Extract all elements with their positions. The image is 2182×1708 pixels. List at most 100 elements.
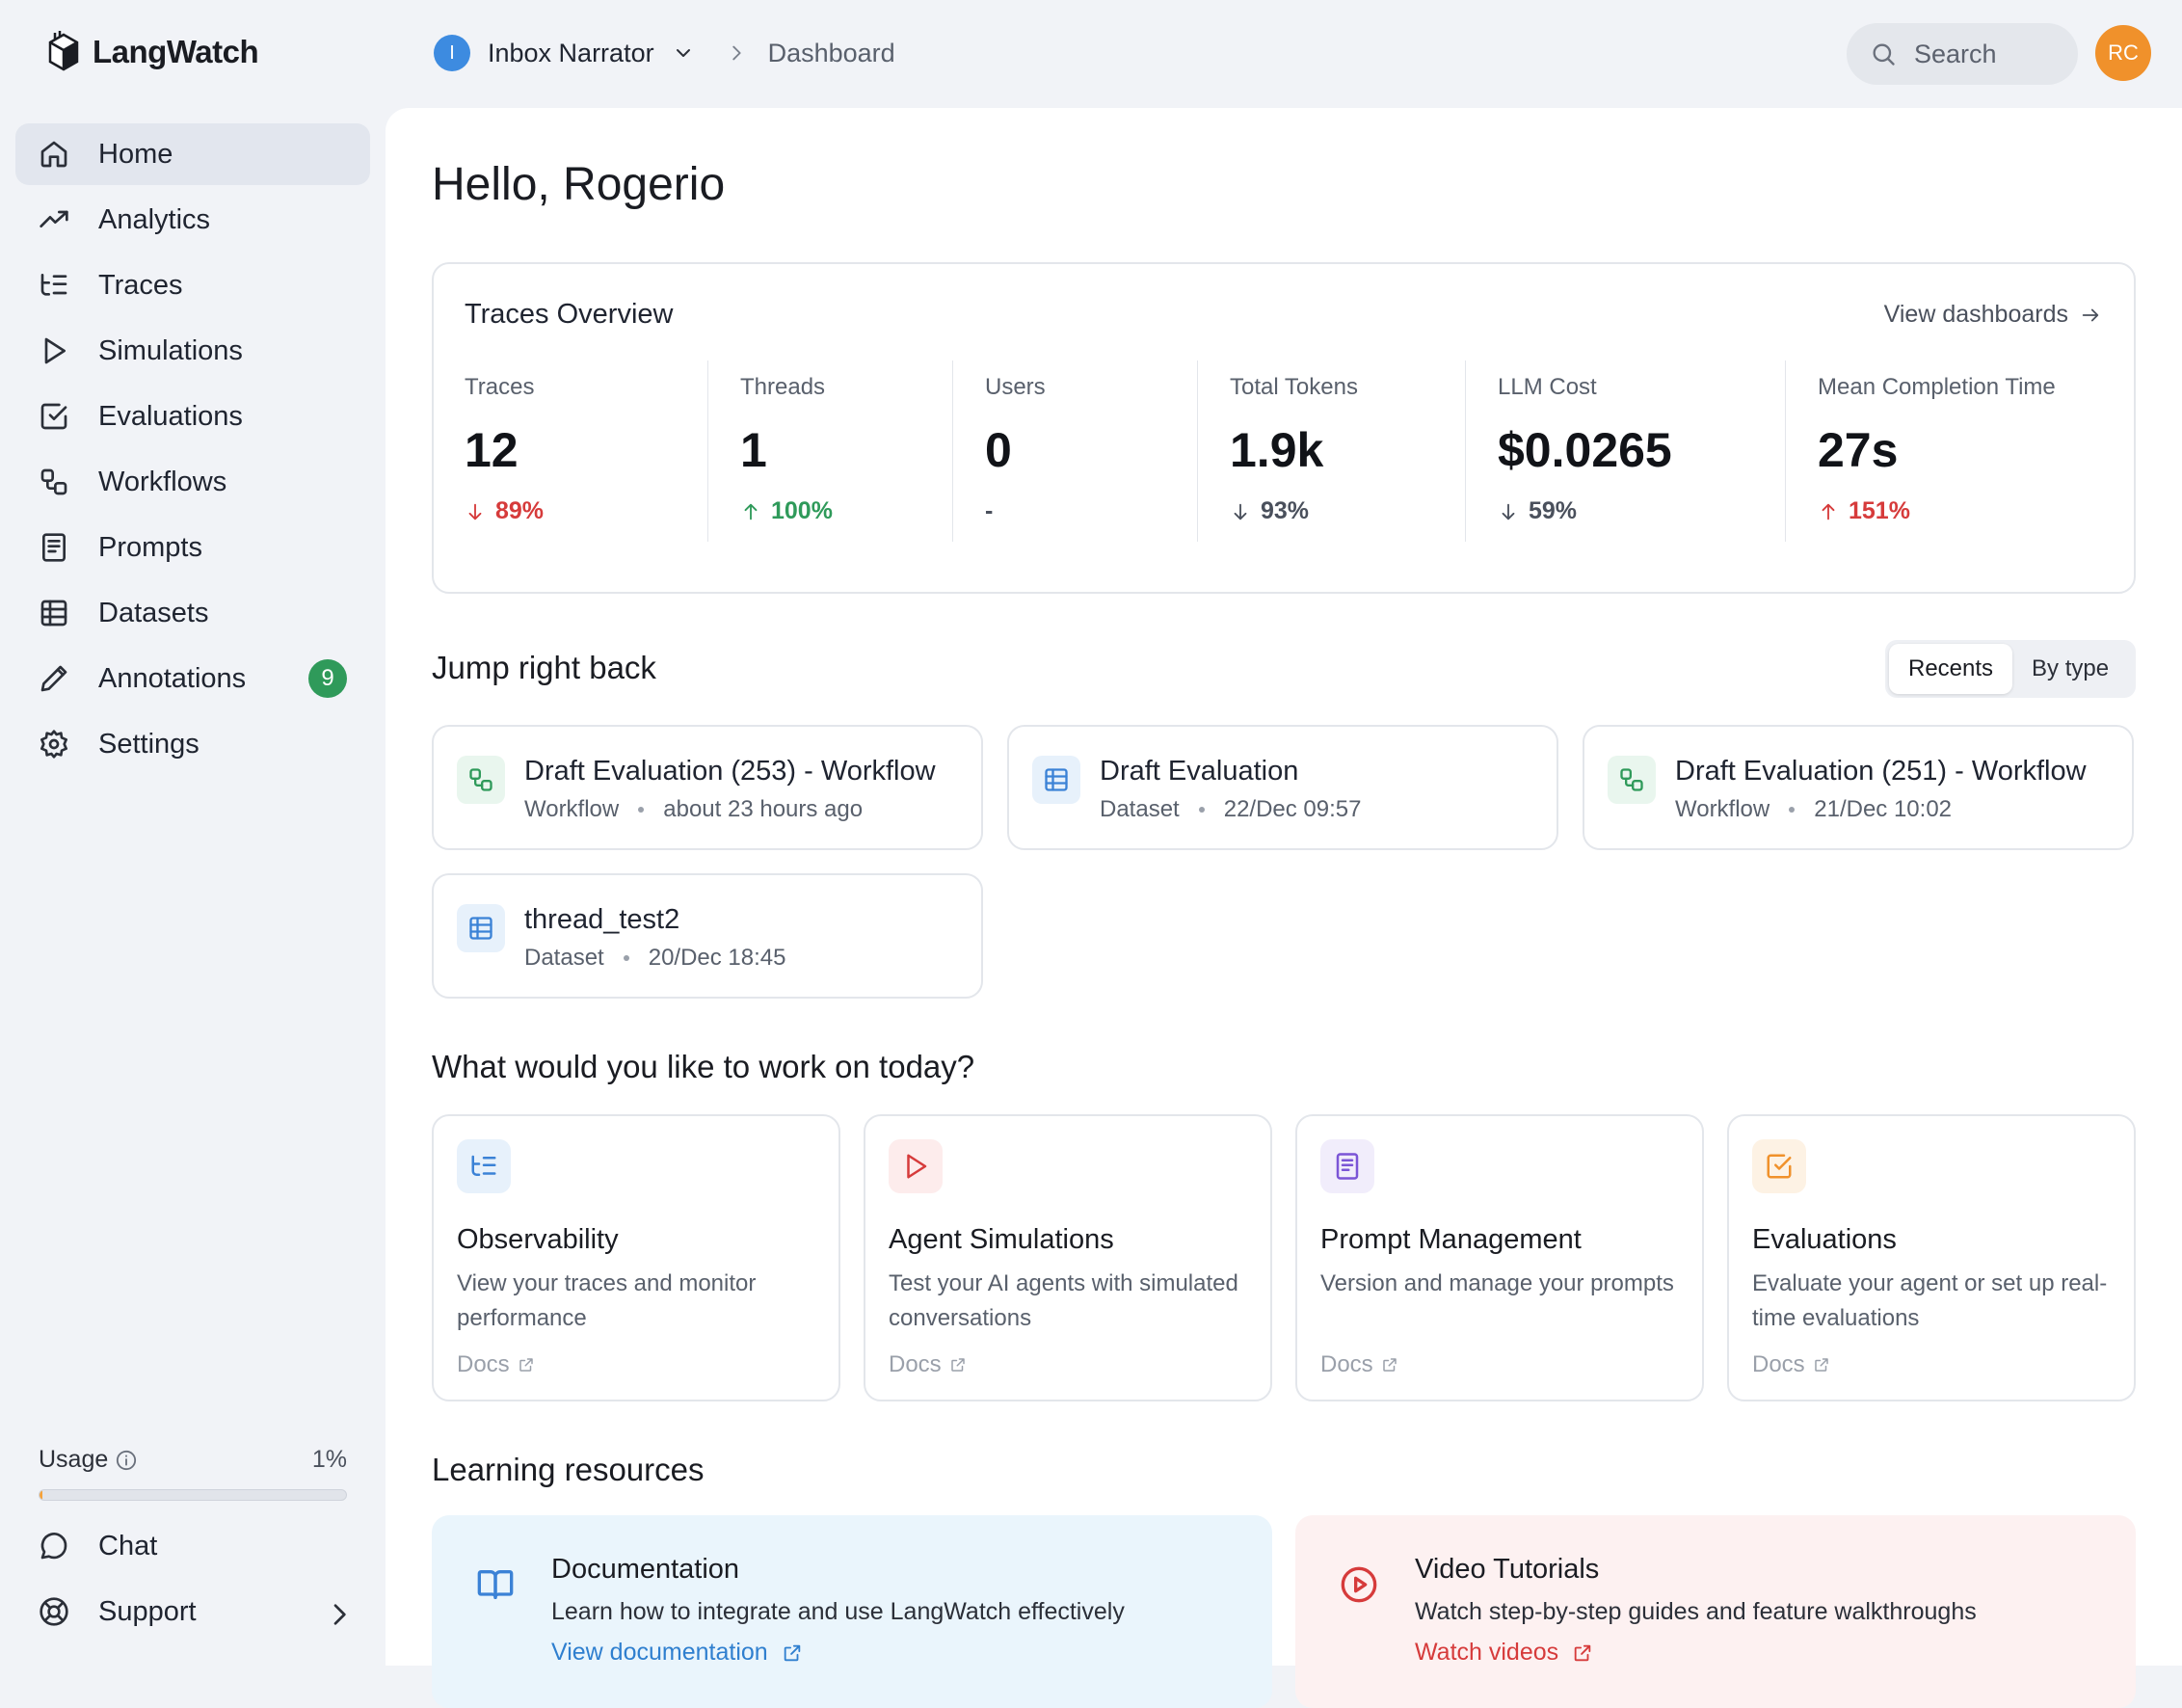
traces-overview-card: Traces Overview View dashboards Traces 1…	[432, 262, 2136, 594]
stat-value: 12	[465, 423, 519, 477]
stat-delta-value: -	[985, 497, 994, 524]
sidebar-bottom-nav: Chat Support	[15, 1515, 370, 1646]
section-title-jump: Jump right back	[432, 650, 656, 685]
external-link-icon	[1381, 1356, 1398, 1374]
pencil-icon	[39, 663, 69, 694]
sidebar-item-prompts[interactable]: Prompts	[15, 517, 370, 578]
stat-delta: -	[985, 497, 993, 525]
external-link-icon	[949, 1356, 967, 1374]
user-avatar[interactable]: RC	[2095, 25, 2151, 81]
divider	[952, 360, 953, 542]
usage-progress-fill	[40, 1490, 43, 1500]
work-card-evaluations[interactable]: Evaluations Evaluate your agent or set u…	[1727, 1114, 2136, 1401]
stat-label: Traces	[465, 374, 535, 400]
sidebar-item-workflows[interactable]: Workflows	[15, 451, 370, 513]
sidebar-item-label: Home	[98, 138, 173, 170]
workflow-icon	[457, 756, 505, 804]
recent-item-meta: Workflow 21/Dec 10:02	[1675, 796, 1952, 823]
usage-progress-bar	[39, 1489, 347, 1501]
stat-threads[interactable]: Threads 1 100%	[707, 360, 952, 542]
info-icon[interactable]	[116, 1450, 137, 1471]
separator-dot	[638, 807, 645, 813]
workflow-icon	[39, 467, 69, 497]
section-title-work: What would you like to work on today?	[432, 1049, 975, 1084]
sidebar-item-label: Datasets	[98, 597, 209, 628]
sidebar-item-label: Chat	[98, 1530, 158, 1561]
docs-link[interactable]: Docs	[1320, 1351, 1398, 1378]
top-bar: I Inbox Narrator Dashboard Search RC	[386, 0, 2182, 108]
tab-recents[interactable]: Recents	[1889, 644, 2013, 694]
divider	[1197, 360, 1198, 542]
recent-item[interactable]: Draft Evaluation Dataset 22/Dec 09:57	[1007, 725, 1558, 850]
recent-item-type: Dataset	[1100, 796, 1180, 822]
stat-users[interactable]: Users 0 -	[952, 360, 1197, 542]
search-input[interactable]: Search	[1847, 23, 2078, 85]
divider	[707, 360, 708, 542]
stat-label: Threads	[740, 374, 826, 400]
work-card-agent-simulations[interactable]: Agent Simulations Test your AI agents wi…	[864, 1114, 1272, 1401]
chevron-right-icon	[324, 1599, 349, 1625]
recent-item[interactable]: Draft Evaluation (251) - Workflow Workfl…	[1583, 725, 2134, 850]
sidebar-item-simulations[interactable]: Simulations	[15, 320, 370, 382]
external-link-icon	[518, 1356, 535, 1374]
sidebar-item-label: Traces	[98, 269, 183, 301]
stat-label: Users	[985, 374, 1046, 400]
page-title: Hello, Rogerio	[432, 159, 726, 210]
logo[interactable]: LangWatch	[44, 31, 259, 73]
sidebar-item-datasets[interactable]: Datasets	[15, 582, 370, 644]
external-link-icon	[1813, 1356, 1830, 1374]
sidebar-item-annotations[interactable]: Annotations 9	[15, 648, 370, 709]
stat-mean-completion-time[interactable]: Mean Completion Time 27s 151%	[1785, 360, 2134, 542]
docs-link[interactable]: Docs	[457, 1351, 535, 1378]
sidebar-item-evaluations[interactable]: Evaluations	[15, 386, 370, 447]
recent-item[interactable]: thread_test2 Dataset 20/Dec 18:45	[432, 873, 983, 999]
docs-label: Docs	[889, 1351, 942, 1377]
stat-label: Total Tokens	[1230, 374, 1358, 400]
work-card-prompt-management[interactable]: Prompt Management Version and manage you…	[1295, 1114, 1704, 1401]
arrow-up-icon	[1818, 501, 1839, 522]
docs-link[interactable]: Docs	[1752, 1351, 1830, 1378]
stat-delta: 151%	[1818, 497, 1910, 525]
stat-delta-value: 89%	[495, 497, 545, 524]
stat-total-tokens[interactable]: Total Tokens 1.9k 93%	[1197, 360, 1465, 542]
chevron-down-icon[interactable]	[672, 41, 695, 65]
documentation-card: Documentation Learn how to integrate and…	[432, 1515, 1272, 1708]
view-dashboards-label: View dashboards	[1883, 301, 2068, 328]
sidebar-item-label: Analytics	[98, 203, 211, 235]
book-icon	[1320, 1139, 1374, 1193]
project-selector[interactable]: Inbox Narrator	[488, 38, 654, 67]
sidebar-item-label: Support	[98, 1595, 197, 1627]
sidebar-item-home[interactable]: Home	[15, 123, 370, 185]
open-book-icon	[476, 1565, 515, 1604]
sidebar-item-settings[interactable]: Settings	[15, 713, 370, 775]
sidebar-item-traces[interactable]: Traces	[15, 254, 370, 316]
docs-link[interactable]: Docs	[889, 1351, 967, 1378]
tab-by-type[interactable]: By type	[2032, 655, 2110, 681]
recent-item[interactable]: Draft Evaluation (253) - Workflow Workfl…	[432, 725, 983, 850]
stat-llm-cost[interactable]: LLM Cost $0.0265 59%	[1465, 360, 1785, 542]
external-link-icon	[782, 1642, 803, 1664]
sidebar-item-chat[interactable]: Chat	[15, 1515, 370, 1577]
stat-delta-value: 151%	[1849, 497, 1910, 524]
view-documentation-link[interactable]: View documentation	[551, 1639, 803, 1667]
sidebar-item-analytics[interactable]: Analytics	[15, 189, 370, 251]
stat-traces[interactable]: Traces 12 89%	[434, 360, 707, 542]
link-label: Watch videos	[1415, 1639, 1559, 1666]
annotations-count-badge: 9	[308, 659, 347, 698]
arrow-down-icon	[1498, 501, 1519, 522]
work-card-observability[interactable]: Observability View your traces and monit…	[432, 1114, 840, 1401]
sidebar-item-support[interactable]: Support	[15, 1581, 370, 1642]
stat-value: 1.9k	[1230, 423, 1324, 477]
watch-videos-link[interactable]: Watch videos	[1415, 1639, 1593, 1667]
docs-label: Docs	[1752, 1351, 1805, 1377]
video-tutorials-card: Video Tutorials Watch step-by-step guide…	[1295, 1515, 2136, 1708]
book-icon	[39, 532, 69, 563]
check-square-icon	[1752, 1139, 1806, 1193]
lifebuoy-icon	[39, 1596, 69, 1627]
view-dashboards-link[interactable]: View dashboards	[1884, 301, 2101, 329]
learning-card-title: Documentation	[551, 1554, 740, 1585]
stat-delta: 93%	[1230, 497, 1309, 525]
sidebar-item-label: Simulations	[98, 334, 243, 366]
docs-label: Docs	[1320, 1351, 1373, 1377]
home-icon	[39, 139, 69, 170]
